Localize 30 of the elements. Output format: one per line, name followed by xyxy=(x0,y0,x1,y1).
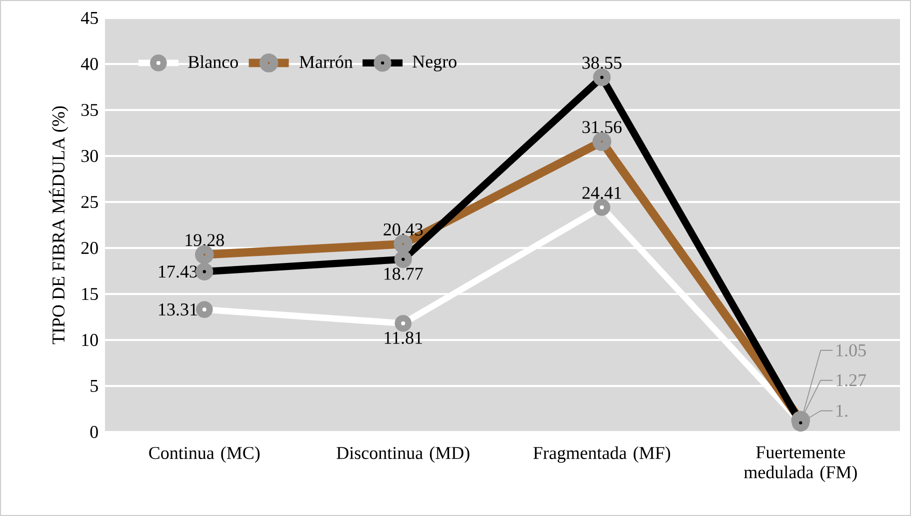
y-tick-label: 45 xyxy=(80,12,98,24)
data-label: 20.43 xyxy=(384,223,423,236)
y-tick-label: 40 xyxy=(80,58,98,70)
y-tick-label: 25 xyxy=(81,196,98,208)
data-label: 18.77 xyxy=(384,268,423,280)
y-tick-label: 5 xyxy=(90,380,98,392)
y-tick-label: 15 xyxy=(82,288,98,300)
y-tick-label: 10 xyxy=(82,334,98,346)
data-label: 24.41 xyxy=(582,186,622,200)
data-label: 1. xyxy=(836,404,848,417)
y-axis-title: TIPO DE FIBRA MÉDULA (%) xyxy=(48,106,68,344)
data-label: 1.05 xyxy=(836,344,866,356)
x-tick-label: Fragmentada (MF) xyxy=(533,446,670,463)
data-label: 31.56 xyxy=(582,121,622,134)
data-label: 38.55 xyxy=(582,56,622,69)
legend-label: Negro xyxy=(412,56,456,72)
y-tick-label: 0 xyxy=(90,426,98,438)
data-label: 17.43 xyxy=(159,266,198,278)
data-label: 11.81 xyxy=(384,332,422,344)
x-tick-label: Continua (MC) xyxy=(149,446,260,463)
x-tick-label: Fuertemente medulada (FM) xyxy=(744,446,857,482)
data-label: 1.27 xyxy=(836,374,866,386)
x-tick-label: Discontinua (MD) xyxy=(336,446,470,463)
data-label: 19.28 xyxy=(186,234,224,246)
y-tick-label: 35 xyxy=(81,104,98,116)
data-label: 13.31 xyxy=(159,303,197,316)
legend-label: Blanco xyxy=(188,55,238,68)
y-tick-label: 30 xyxy=(81,150,98,162)
y-tick-label: 20 xyxy=(81,242,98,254)
legend-label: Marrón xyxy=(300,55,353,68)
